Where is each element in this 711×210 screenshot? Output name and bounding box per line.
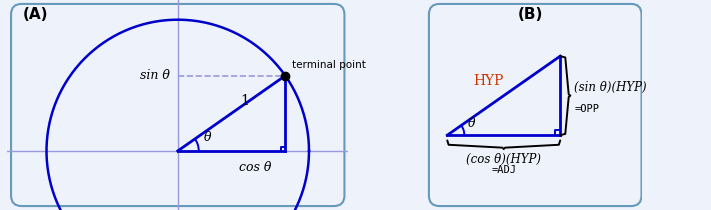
Text: =ADJ: =ADJ <box>491 165 516 175</box>
Text: cos θ: cos θ <box>239 161 272 175</box>
Text: 1: 1 <box>241 94 250 108</box>
Text: θ: θ <box>469 117 476 130</box>
Text: sin θ: sin θ <box>140 69 170 82</box>
Text: HYP: HYP <box>473 74 503 88</box>
Text: (A): (A) <box>23 7 48 22</box>
Text: (sin θ)(HYP): (sin θ)(HYP) <box>574 81 647 94</box>
FancyBboxPatch shape <box>429 4 641 206</box>
Text: (cos θ)(HYP): (cos θ)(HYP) <box>466 153 541 166</box>
FancyBboxPatch shape <box>11 4 344 206</box>
Text: (B): (B) <box>518 7 542 22</box>
Text: =OPP: =OPP <box>574 104 599 114</box>
Text: θ: θ <box>204 131 211 144</box>
Text: terminal point: terminal point <box>292 60 365 70</box>
